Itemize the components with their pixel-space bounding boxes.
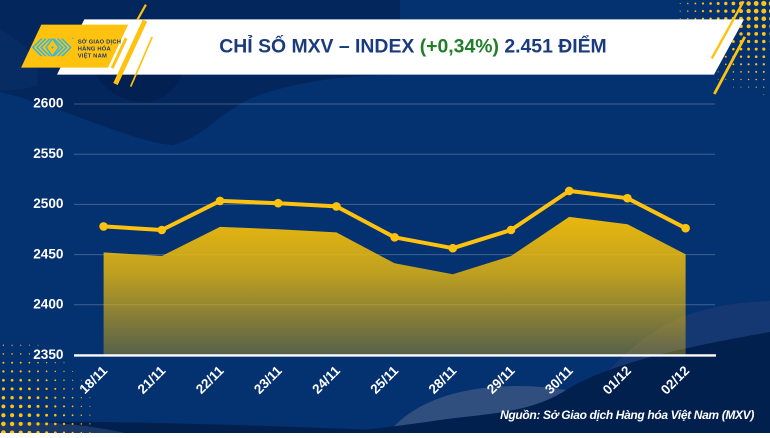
svg-text:2600: 2600 xyxy=(33,96,63,111)
svg-text:SỞ GIAO DỊCH: SỞ GIAO DỊCH xyxy=(78,38,121,45)
svg-text:Nguồn: Sở Giao dịch Hàng hóa V: Nguồn: Sở Giao dịch Hàng hóa Việt Nam (M… xyxy=(500,408,754,422)
svg-text:2550: 2550 xyxy=(33,146,63,161)
svg-text:CHỈ SỐ MXV – INDEX (+0,34%) 2.: CHỈ SỐ MXV – INDEX (+0,34%) 2.451 ĐIỂM xyxy=(219,34,606,58)
svg-text:2400: 2400 xyxy=(33,297,63,312)
svg-text:2500: 2500 xyxy=(33,196,63,211)
svg-text:VIỆT NAM: VIỆT NAM xyxy=(78,52,107,60)
svg-text:2450: 2450 xyxy=(33,246,63,261)
svg-text:2350: 2350 xyxy=(33,347,63,362)
svg-text:HÀNG HÓA: HÀNG HÓA xyxy=(78,45,112,53)
